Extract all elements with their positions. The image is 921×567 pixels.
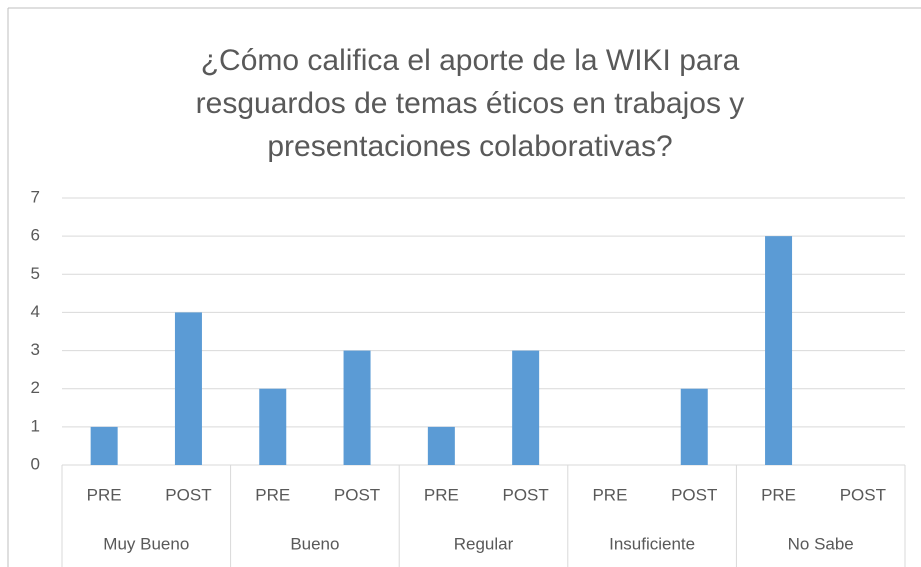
y-tick-label: 6 bbox=[31, 226, 40, 245]
group-label: Muy Bueno bbox=[103, 534, 189, 553]
x-tick-label: POST bbox=[165, 485, 211, 504]
x-tick-label: PRE bbox=[761, 485, 796, 504]
group-label: No Sabe bbox=[788, 534, 854, 553]
bar bbox=[680, 388, 708, 465]
x-tick-label: POST bbox=[840, 485, 886, 504]
y-tick-label: 7 bbox=[31, 187, 40, 206]
chart-title: resguardos de temas éticos en trabajos y bbox=[196, 87, 745, 120]
group-label: Insuficiente bbox=[609, 534, 695, 553]
x-tick-label: POST bbox=[503, 485, 549, 504]
x-tick-label: PRE bbox=[592, 485, 627, 504]
bar bbox=[174, 312, 202, 465]
y-tick-label: 3 bbox=[31, 340, 40, 359]
bar bbox=[765, 236, 793, 465]
x-tick-label: POST bbox=[334, 485, 380, 504]
x-tick-label: PRE bbox=[424, 485, 459, 504]
y-tick-label: 5 bbox=[31, 264, 40, 283]
bar bbox=[259, 388, 287, 465]
x-tick-label: PRE bbox=[87, 485, 122, 504]
chart-title: presentaciones colaborativas? bbox=[267, 130, 672, 163]
bar bbox=[512, 350, 540, 465]
group-label: Regular bbox=[454, 534, 514, 553]
bar bbox=[343, 350, 371, 465]
chart-title: ¿Cómo califica el aporte de la WIKI para bbox=[201, 44, 740, 77]
y-tick-label: 0 bbox=[31, 454, 40, 473]
y-tick-label: 1 bbox=[31, 416, 40, 435]
group-label: Bueno bbox=[290, 534, 339, 553]
y-tick-label: 2 bbox=[31, 378, 40, 397]
bar bbox=[90, 426, 118, 465]
bar bbox=[427, 426, 455, 465]
y-tick-label: 4 bbox=[31, 302, 40, 321]
x-tick-label: PRE bbox=[255, 485, 290, 504]
x-tick-label: POST bbox=[671, 485, 717, 504]
